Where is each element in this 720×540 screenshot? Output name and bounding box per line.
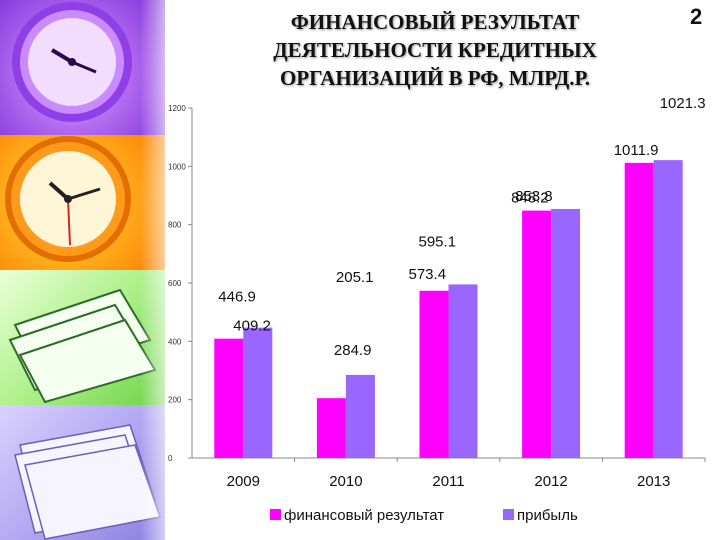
bar-financial-result-2010 xyxy=(316,398,346,458)
x-category-label: 2012 xyxy=(534,473,567,490)
data-label: 1021.3 xyxy=(660,95,706,112)
y-tick-label: 1000 xyxy=(168,162,186,171)
y-tick-label: 0 xyxy=(168,454,173,463)
chart-data-labels: 409.2 446.9 205.1 284.9 573.4 595.1 848.2853.8… xyxy=(218,95,705,359)
x-category-label: 2009 xyxy=(227,473,260,490)
legend-swatch-profit xyxy=(503,509,514,520)
x-category-label: 2013 xyxy=(637,473,670,490)
y-tick-label: 600 xyxy=(168,279,182,288)
decorative-sidebar xyxy=(0,0,180,540)
y-tick-label: 400 xyxy=(168,337,182,346)
papers-green-panel xyxy=(0,270,165,405)
papers-green-icon xyxy=(8,288,157,404)
data-label: 409.2 xyxy=(233,318,271,335)
data-label: 573.4 xyxy=(409,266,447,283)
data-label: 595.1 xyxy=(419,233,457,250)
slide-number: 2 xyxy=(690,4,703,29)
x-category-label: 2010 xyxy=(329,473,362,490)
slide-title: ФИНАНСОВЫЙ РЕЗУЛЬТАТ ДЕЯТЕЛЬНОСТИ КРЕДИТ… xyxy=(175,8,695,92)
bar-profit-2011 xyxy=(448,284,478,458)
bar-financial-result-2011 xyxy=(419,290,449,458)
bar-financial-result-2009 xyxy=(214,338,244,458)
clock-purple-icon xyxy=(12,2,132,122)
chart-axes: 0 200 400 600 800 1000 1200 2009 2010 2011 2012 201… xyxy=(168,104,706,490)
title-line-2: ДЕЯТЕЛЬНОСТИ КРЕДИТНЫХ xyxy=(273,38,597,62)
chart-legend: финансовый результат прибыль xyxy=(270,507,578,524)
y-tick-label: 200 xyxy=(168,396,182,405)
bar-profit-2013 xyxy=(653,160,683,458)
legend-label-financial-result: финансовый результат xyxy=(284,507,444,524)
y-tick-label: 800 xyxy=(168,221,182,230)
clock-orange-panel xyxy=(0,135,165,270)
bar-profit-2010 xyxy=(345,374,375,458)
legend-label-profit: прибыль xyxy=(517,507,578,524)
clock-purple-panel xyxy=(0,0,165,135)
data-label: 1011.9 xyxy=(614,142,659,159)
bar-financial-result-2013 xyxy=(624,162,654,459)
legend-swatch-financial-result xyxy=(270,509,281,520)
bar-profit-2009 xyxy=(243,327,273,458)
bar-profit-2012 xyxy=(551,208,581,458)
chart-bars xyxy=(214,160,683,459)
data-label: 848.2 xyxy=(511,190,549,207)
sidebar-fade xyxy=(140,0,180,540)
bar-financial-result-2012 xyxy=(522,210,552,458)
data-label: 284.9 xyxy=(334,342,372,359)
clock-orange-icon xyxy=(5,136,131,262)
y-tick-label: 1200 xyxy=(168,104,186,113)
data-label: 853.8 xyxy=(515,188,553,205)
data-label: 205.1 xyxy=(336,269,374,286)
title-line-3: ОРГАНИЗАЦИЙ В РФ, МЛРД.Р. xyxy=(279,66,591,90)
data-label: 446.9 xyxy=(218,289,256,306)
x-category-label: 2011 xyxy=(432,473,464,490)
title-line-1: ФИНАНСОВЫЙ РЕЗУЛЬТАТ xyxy=(290,10,580,34)
